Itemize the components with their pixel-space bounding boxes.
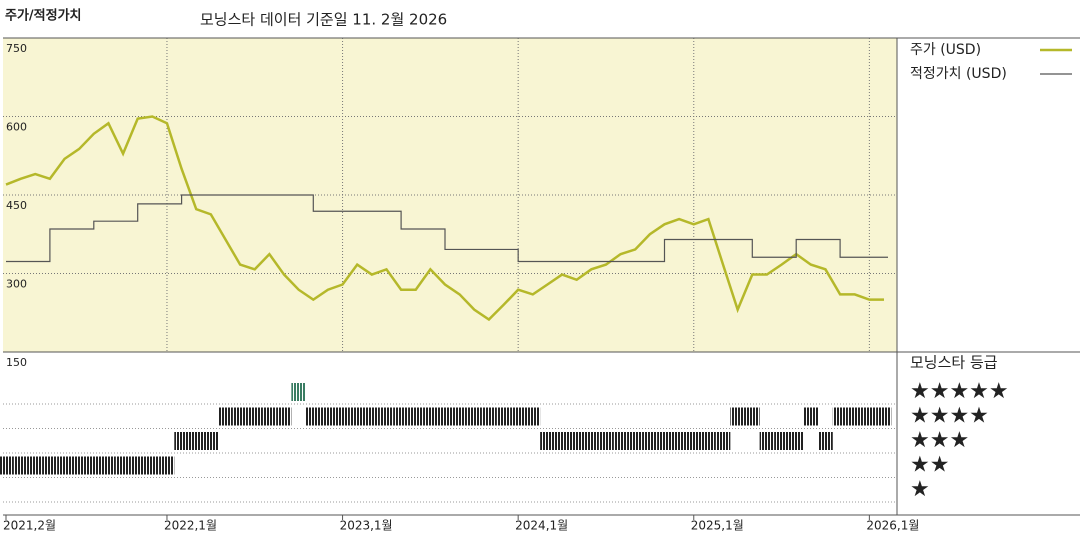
chart-subtitle: 모닝스타 데이터 기준일 11. 2월 2026 [200, 11, 447, 29]
rating-bar [13, 456, 28, 475]
rating-bar [510, 407, 526, 426]
series-line [5, 115, 884, 322]
rating-label: ★★★ [910, 428, 969, 453]
rating-bar [598, 432, 614, 450]
y-tick-label: 300 [6, 278, 27, 291]
x-tick-label: 2023,1월 [340, 519, 393, 533]
rating-bar [642, 432, 658, 450]
rating-bar [496, 407, 511, 426]
x-tick-label: 2025,1월 [691, 519, 744, 533]
rating-bar [393, 407, 409, 426]
rating-bar [27, 456, 43, 475]
rating-bar [437, 407, 453, 426]
series-line [6, 194, 888, 263]
rating-label: ★★ [910, 453, 949, 478]
rating-bar [232, 407, 248, 426]
rating-bar [744, 407, 760, 426]
rating-bar [159, 456, 175, 475]
rating-bar [320, 407, 336, 426]
rating-bar [686, 432, 702, 450]
rating-bar [613, 432, 628, 450]
rating-bar [115, 456, 131, 475]
rating-bar [759, 432, 775, 450]
rating-label: ★ [910, 477, 930, 502]
rating-bar [247, 407, 263, 426]
y-tick-label: 150 [6, 356, 27, 369]
rating-bar [481, 407, 497, 426]
x-tick-label: 2021,2월 [3, 519, 56, 533]
rating-bar [57, 456, 72, 475]
legend-label: 주가 (USD) [910, 42, 981, 58]
rating-bar [291, 383, 306, 401]
chart-title: 주가/적정가치 [5, 8, 82, 24]
rating-bar [335, 407, 350, 426]
rating-bar [730, 407, 745, 426]
rating-bar [540, 432, 555, 450]
rating-title: 모닝스타 등급 [910, 354, 998, 372]
rating-bar [218, 407, 233, 426]
rating-bar [174, 432, 189, 450]
rating-bar [803, 407, 819, 426]
rating-bar [818, 432, 833, 450]
x-tick-label: 2026,1월 [866, 519, 919, 533]
rating-bar [832, 407, 848, 426]
rating-bar [466, 407, 482, 426]
rating-bar [408, 407, 424, 426]
rating-bar [847, 407, 863, 426]
rating-label: ★★★★★ [910, 379, 1009, 404]
rating-bar [0, 456, 14, 475]
rating-bar [862, 407, 877, 426]
frame [3, 37, 1080, 516]
legend-label: 적정가치 (USD) [910, 66, 1007, 82]
rating-label: ★★★★ [910, 404, 989, 429]
rating-bar [101, 456, 116, 475]
y-tick-label: 750 [6, 42, 27, 55]
rating-bar [203, 432, 219, 450]
rating-bar [145, 456, 160, 475]
rating-bar [130, 456, 146, 475]
rating-bar [657, 432, 672, 450]
rating-bar [554, 432, 570, 450]
y-tick-label: 600 [6, 121, 27, 134]
rating-bar [627, 432, 643, 450]
rating-bar [262, 407, 277, 426]
rating-bar [671, 432, 687, 450]
rating-bar [349, 407, 365, 426]
rating-bar [569, 432, 585, 450]
x-tick-label: 2022,1월 [164, 519, 217, 533]
rating-bar [715, 432, 731, 450]
rating-bar [42, 456, 58, 475]
rating-bar [86, 456, 102, 475]
rating-bar [701, 432, 716, 450]
rating-bar [188, 432, 204, 450]
x-tick-label: 2024,1월 [515, 519, 568, 533]
rating-bar [364, 407, 380, 426]
rating-bar [788, 432, 804, 450]
rating-bar [525, 407, 541, 426]
rating-bar [876, 407, 892, 426]
rating-bar [452, 407, 467, 426]
rating-bar [71, 456, 87, 475]
rating-bar [423, 407, 438, 426]
rating-bar [305, 407, 321, 426]
rating-bar [379, 407, 394, 426]
rating-bar [774, 432, 789, 450]
rating-bar [276, 407, 292, 426]
y-tick-label: 450 [6, 199, 27, 212]
rating-bar [584, 432, 599, 450]
